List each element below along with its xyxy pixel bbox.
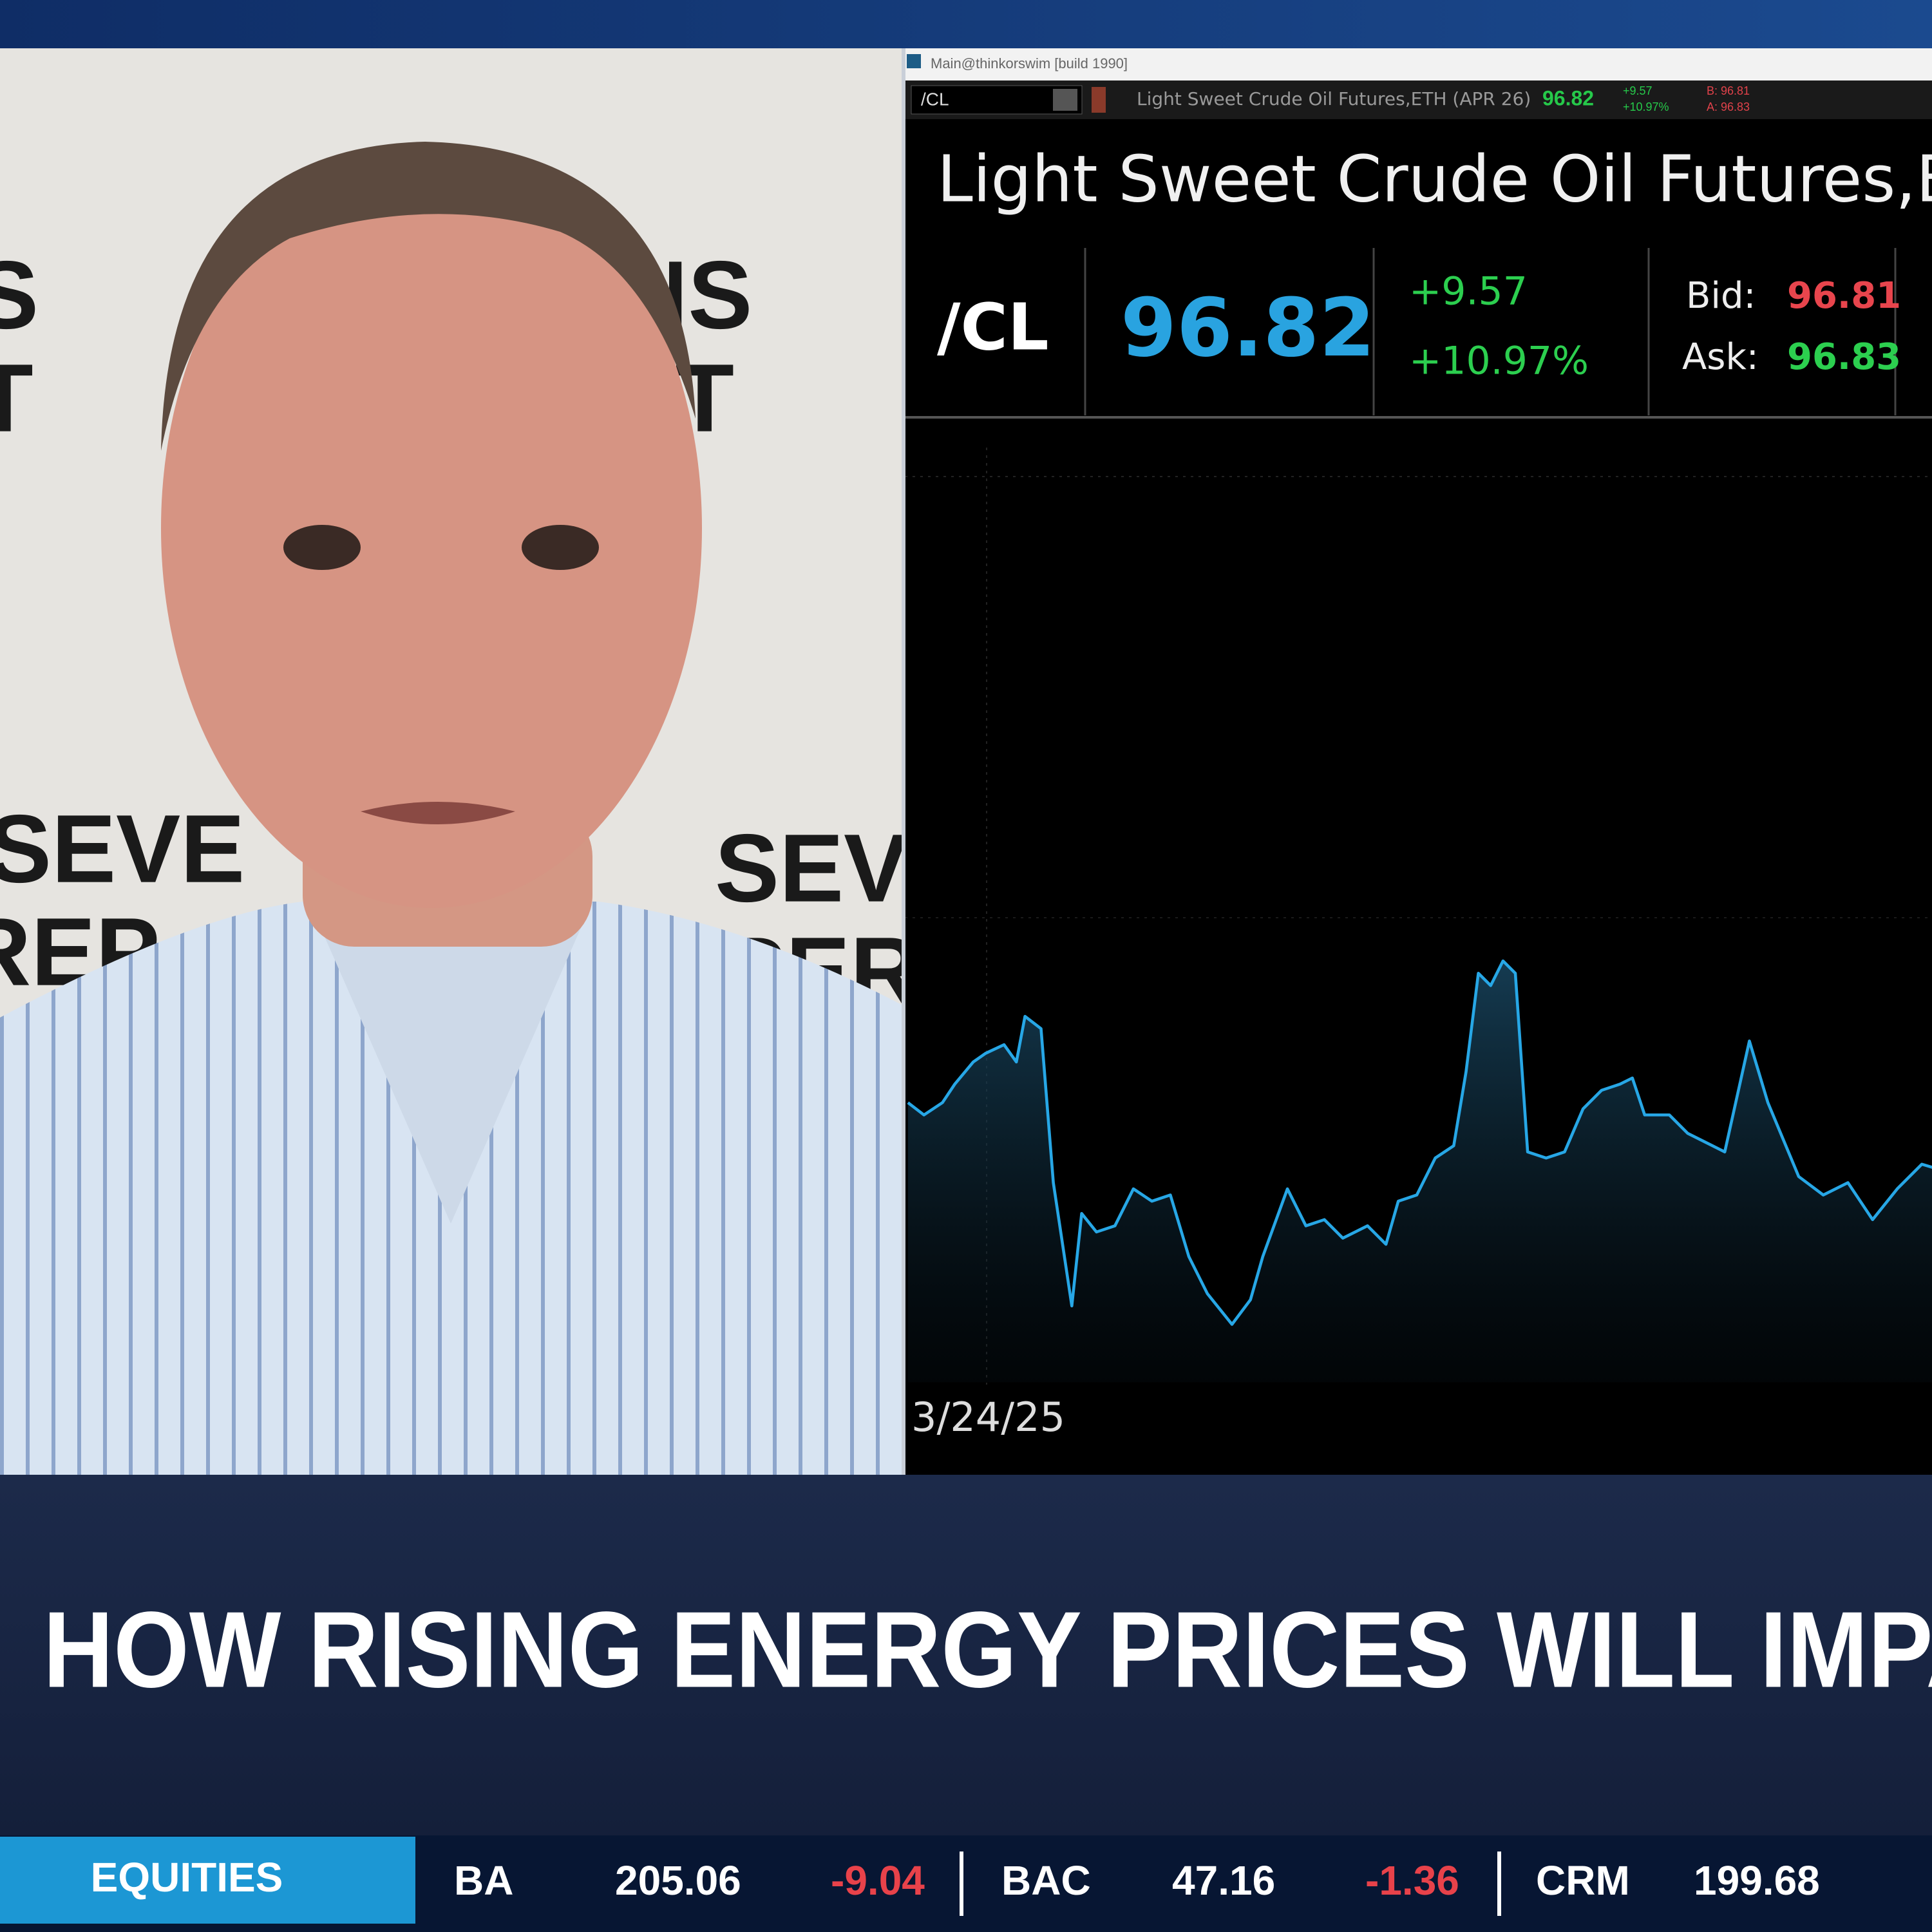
app-icon: [907, 54, 921, 68]
ticker-symbol: BA: [454, 1857, 513, 1904]
quote-symbol: /CL: [937, 289, 1049, 365]
toolbar-symbol: /CL: [921, 89, 949, 109]
trading-window: Main@thinkorswim [build 1990] /CL Light …: [905, 48, 1932, 1475]
svg-text:T: T: [0, 344, 33, 452]
bid-label: Bid:: [1686, 275, 1756, 317]
ticker-change: -9.04: [831, 1857, 925, 1904]
time-axis: [905, 1385, 1932, 1475]
link-icon[interactable]: [1092, 87, 1106, 113]
presenter-video: ST NSRT SEVEREP SEVPER: [0, 48, 908, 1475]
toolbar-ask: A: 96.83: [1707, 100, 1750, 113]
quote-last: 96.82: [1121, 281, 1375, 375]
ticker-separator: [1497, 1852, 1501, 1916]
quote-row: /CL 96.82 +9.57 +10.97% Bid: 96.81 Ask: …: [905, 248, 1932, 419]
toolbar-description: Light Sweet Crude Oil Futures,ETH (APR 2…: [1137, 88, 1531, 109]
toolbar-change: +9.57: [1623, 84, 1653, 97]
ticker-price: 205.06: [615, 1857, 741, 1904]
ticker-section-tab: [0, 1837, 415, 1924]
quote-change-pct: +10.97%: [1409, 339, 1589, 384]
svg-text:S: S: [0, 241, 39, 349]
toolbar-change-pct: +10.97%: [1623, 100, 1669, 113]
symbol-dropdown[interactable]: [1053, 89, 1077, 111]
svg-text:SEV: SEV: [715, 814, 908, 922]
ticker-price: 47.16: [1172, 1857, 1275, 1904]
ticker-items: BA 205.06 -9.04 BAC 47.16 -1.36 CRM 199.68: [454, 1852, 1820, 1916]
price-area: [907, 961, 1932, 1383]
ask-value: 96.83: [1787, 336, 1901, 378]
ticker-separator: [960, 1852, 963, 1916]
svg-text:SEVE: SEVE: [0, 795, 245, 903]
window-title: Main@thinkorswim [build 1990]: [931, 55, 1128, 71]
title-bar: [905, 48, 1932, 80]
ask-label: Ask:: [1682, 336, 1759, 378]
toolbar-last: 96.82: [1542, 86, 1594, 109]
time-axis-label: 3/24/25: [911, 1394, 1065, 1441]
window-border: [902, 48, 905, 1475]
ticker-symbol: CRM: [1536, 1857, 1630, 1904]
instrument-heading: Light Sweet Crude Oil Futures,E: [937, 141, 1932, 216]
top-bar: [0, 0, 1932, 48]
headline: HOW RISING ENERGY PRICES WILL IMPAC: [43, 1589, 1932, 1710]
ticker-section: EQUITIES: [91, 1854, 283, 1900]
ticker-symbol: BAC: [1001, 1857, 1091, 1904]
price-line: [907, 959, 1932, 1326]
price-chart: 3/24/25: [905, 448, 1932, 1475]
lower-third: [0, 1475, 1932, 1835]
quote-change: +9.57: [1409, 269, 1528, 314]
ticker-price: 199.68: [1694, 1857, 1820, 1904]
toolbar-bid: B: 96.81: [1707, 84, 1750, 97]
ticker-change: -1.36: [1365, 1857, 1459, 1904]
bid-value: 96.81: [1787, 275, 1901, 317]
